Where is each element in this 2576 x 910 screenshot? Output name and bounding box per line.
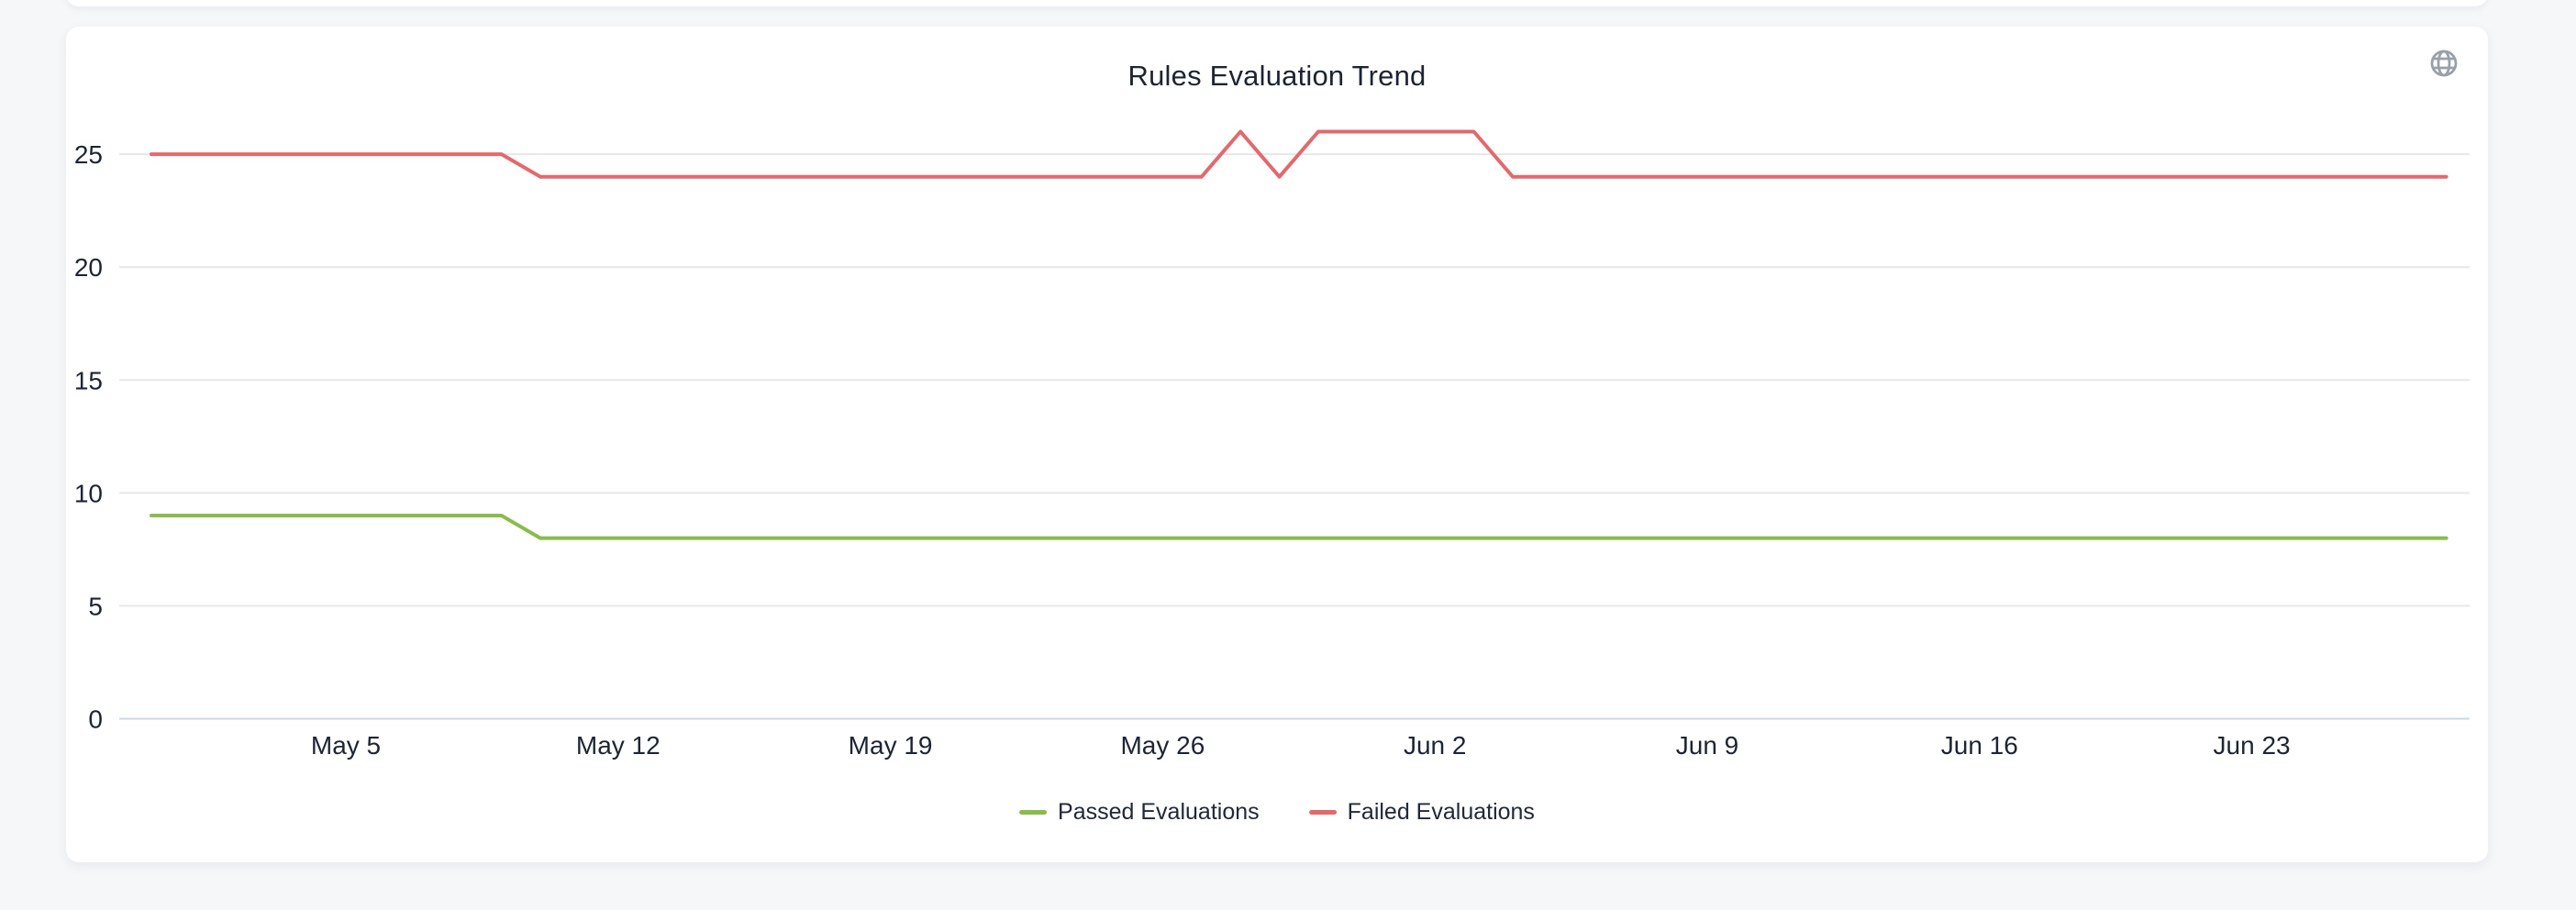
passed-series-swatch: [1019, 810, 1048, 815]
failed-series-swatch: [1308, 810, 1337, 815]
chart-legend: Passed Evaluations Failed Evaluations: [1019, 799, 1535, 826]
legend-item-failed-evaluations[interactable]: Failed Evaluations: [1308, 799, 1535, 826]
legend-label-passed: Passed Evaluations: [1058, 799, 1260, 825]
previous-card-bottom-edge: [66, 0, 2488, 6]
legend-label-failed: Failed Evaluations: [1347, 799, 1535, 825]
rules-evaluation-trend-card: Rules Evaluation Trend Passed Evaluation…: [66, 27, 2488, 862]
legend-item-passed-evaluations[interactable]: Passed Evaluations: [1019, 799, 1260, 826]
globe-icon[interactable]: [2429, 49, 2459, 78]
chart-title: Rules Evaluation Trend: [1127, 60, 1427, 92]
